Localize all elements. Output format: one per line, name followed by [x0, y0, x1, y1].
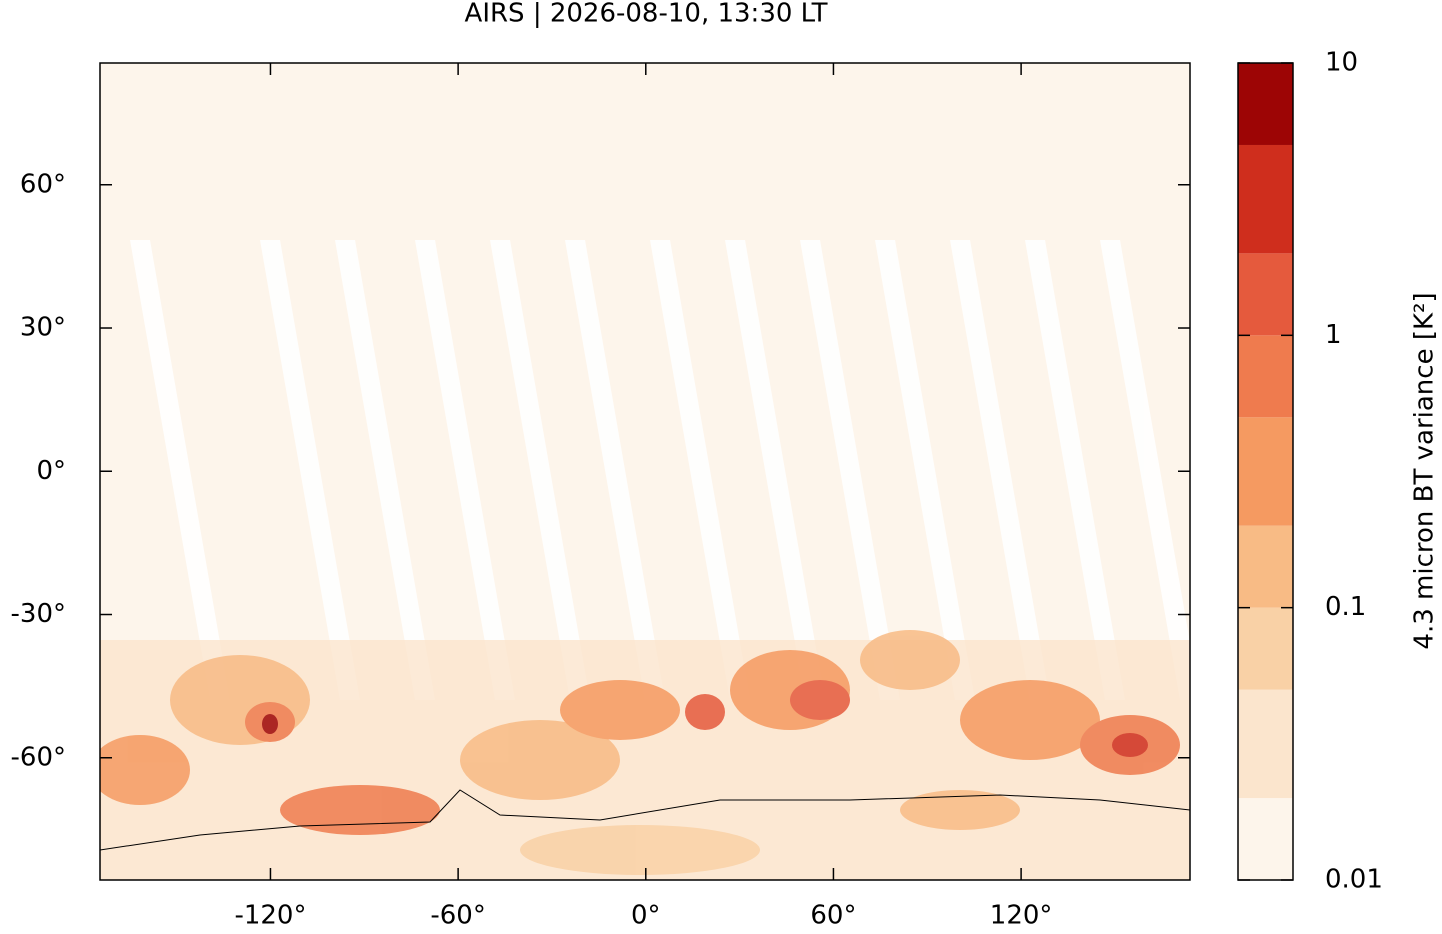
y-tick-label: 0° [36, 456, 66, 486]
colorbar-tick-label: 10 [1325, 48, 1358, 78]
colorbar-tick-label: 1 [1325, 320, 1342, 350]
x-tick-label: 0° [631, 901, 661, 931]
y-tick-label: -60° [11, 742, 66, 772]
colorbar-tick-label: 0.1 [1325, 592, 1366, 622]
y-tick-label: 30° [20, 313, 66, 343]
y-tick-label: -30° [11, 599, 66, 629]
title: AIRS | 2026-08-10, 13:30 LT [465, 0, 828, 29]
x-tick-label: 60° [810, 901, 856, 931]
colorbar-level [1238, 607, 1293, 690]
colorbar-tick-label: 0.01 [1325, 865, 1383, 895]
x-tick-label: -120° [234, 901, 306, 931]
colorbar-label: 4.3 micron BT variance [K²] [1410, 292, 1440, 649]
x-tick-label: 120° [990, 901, 1053, 931]
colorbar-level [1238, 417, 1293, 526]
colorbar-level [1238, 253, 1293, 336]
colorbar-level [1238, 335, 1293, 418]
colorbar-level [1238, 144, 1293, 254]
x-tick-label: -60° [430, 901, 485, 931]
colorbar-level [1238, 689, 1293, 799]
colorbar-level [1238, 525, 1293, 608]
map-field [100, 63, 1190, 880]
colorbar-level [1238, 798, 1293, 880]
colorbar-frame [1237, 62, 1294, 881]
colorbar-level [1238, 63, 1293, 145]
y-tick-label: 60° [20, 169, 66, 199]
